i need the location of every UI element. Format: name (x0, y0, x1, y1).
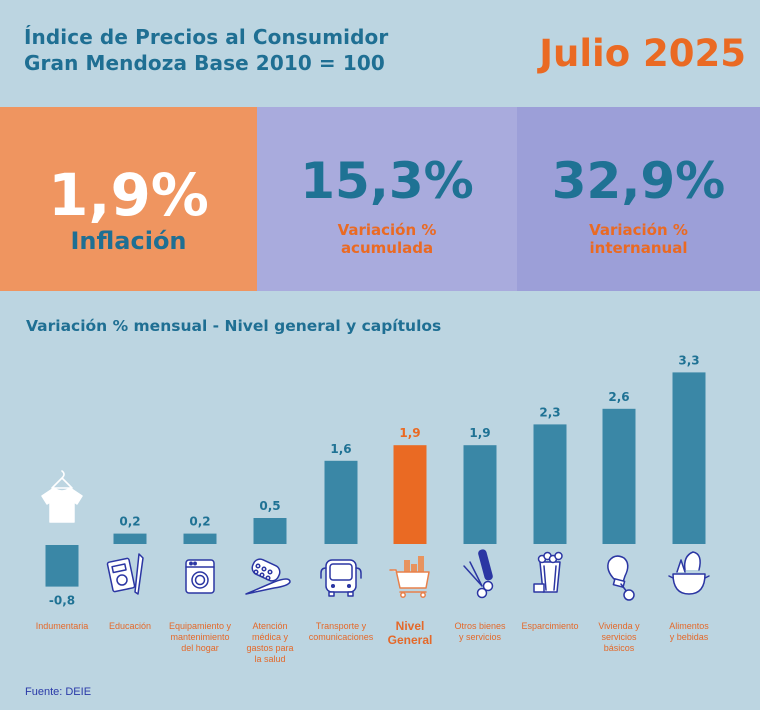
value-label-3: 0,5 (259, 499, 280, 513)
bar-2 (183, 533, 217, 544)
shopping-cart-icon (389, 556, 430, 598)
kpi-accumulated-label-line1: Variación % (337, 221, 437, 239)
value-label-9: 3,3 (678, 353, 699, 367)
category-label-line: la salud (254, 654, 286, 664)
bar-6 (463, 445, 497, 544)
category-label-line: Transporte y (315, 621, 367, 631)
category-label-line: Otros bienes (454, 621, 506, 631)
category-label-line: Vivienda y (598, 621, 640, 631)
bar-0 (45, 545, 79, 587)
category-label-line: Atención (252, 621, 288, 631)
category-label-6: Otros bienes y servicios (440, 621, 520, 643)
value-label-5: 1,9 (399, 426, 420, 440)
value-label-8: 2,6 (608, 390, 629, 404)
category-label-line: comunicaciones (308, 632, 374, 642)
kpi-yearly: 32,9% Variación % internanual (517, 107, 760, 291)
kpi-accumulated: 15,3% Variación % acumulada (257, 107, 517, 291)
lightbulb-wrench-icon (607, 555, 635, 601)
category-label-line: Equipamiento y (168, 621, 232, 631)
value-label-0: -0,8 (49, 594, 75, 608)
category-label-8: Vivienda y servicios básicos (579, 621, 659, 654)
category-label-line: y servicios (458, 632, 501, 642)
category-label-line: Nivel (395, 619, 425, 633)
popcorn-3d-glasses-icon (533, 551, 563, 593)
category-label-line: General (387, 633, 433, 647)
period-label: Julio 2025 (539, 32, 746, 75)
category-label-4: Transporte y comunicaciones (301, 621, 381, 643)
title-line-1: Índice de Precios al Consumidor (24, 25, 389, 49)
category-label-line: y bebidas (669, 632, 709, 642)
bus-icon (320, 559, 362, 597)
category-label-line: servicios (601, 632, 637, 642)
category-label-line: Esparcimiento (521, 621, 579, 631)
bar-chart: -0,8 0,2 0,2 0,5 1,6 1,9 1,9 2,3 2,6 3,3 (41, 353, 710, 608)
category-label-line: mantenimiento (170, 632, 230, 642)
source-note: Fuente: DEIE (25, 686, 92, 698)
washing-machine-icon (185, 559, 215, 594)
kpi-inflation: 1,9% Inflación (0, 107, 257, 291)
category-label-line: Educación (108, 621, 152, 631)
cooking-pot-icon (668, 551, 710, 595)
category-label-9: Alimentos y bebidas (649, 621, 729, 643)
value-label-6: 1,9 (469, 426, 490, 440)
category-label-5: Nivel General (370, 619, 450, 647)
kpi-yearly-label-line2: internanual (589, 239, 688, 257)
kpi-accumulated-value: 15,3% (300, 152, 474, 210)
bar-7 (533, 424, 567, 544)
notebook-pen-icon (106, 553, 144, 595)
category-label-line: médica y (251, 632, 288, 642)
bar-9 (672, 372, 706, 544)
value-label-7: 2,3 (539, 405, 560, 419)
chart-title: Variación % mensual - Nivel general y ca… (26, 317, 442, 335)
title-line-2: Gran Mendoza Base 2010 = 100 (24, 51, 385, 75)
category-label-line: gastos para (246, 643, 294, 653)
value-label-2: 0,2 (189, 515, 210, 529)
kpi-accumulated-label-line2: acumulada (340, 239, 434, 257)
bar-1 (113, 533, 147, 544)
scissors-comb-icon (463, 549, 494, 599)
tshirt-icon (41, 470, 83, 523)
category-label-line: Alimentos (669, 621, 709, 631)
value-label-4: 1,6 (330, 442, 351, 456)
kpi-accumulated-label: Variación % acumulada (257, 221, 517, 257)
category-label-3: Atención médica y gastos para la salud (230, 621, 310, 665)
report-title: Índice de Precios al Consumidor Gran Men… (24, 24, 388, 76)
category-label-7: Esparcimiento (510, 621, 590, 632)
category-label-line: Indumentaria (35, 621, 89, 631)
category-label-1: Educación (90, 621, 170, 632)
category-label-line: básicos (603, 643, 635, 653)
kpi-inflation-value: 1,9% (48, 161, 209, 229)
kpi-yearly-label-line1: Variación % (589, 221, 688, 239)
category-label-2: Equipamiento y mantenimiento del hogar (160, 621, 240, 654)
medicine-thermometer-icon (245, 558, 291, 595)
bar-8 (602, 408, 636, 544)
bar-5 (393, 445, 427, 544)
value-label-1: 0,2 (119, 515, 140, 529)
bar-3 (253, 518, 287, 544)
bar-4 (324, 460, 358, 544)
category-label-0: Indumentaria (22, 621, 102, 632)
category-label-line: del hogar (181, 643, 219, 653)
kpi-yearly-value: 32,9% (551, 152, 726, 210)
kpi-inflation-label: Inflación (70, 227, 187, 255)
kpi-yearly-label: Variación % internanual (517, 221, 760, 257)
